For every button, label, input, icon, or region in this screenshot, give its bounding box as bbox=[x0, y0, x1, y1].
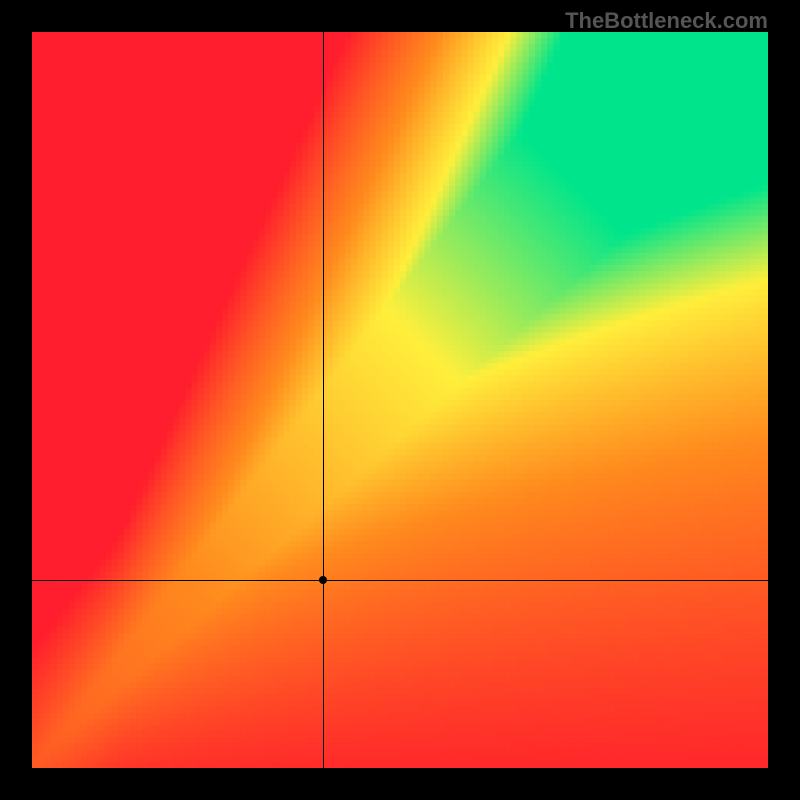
crosshair-horizontal bbox=[32, 580, 768, 581]
heatmap-canvas bbox=[32, 32, 768, 768]
crosshair-vertical bbox=[323, 32, 324, 768]
watermark-text: TheBottleneck.com bbox=[565, 8, 768, 34]
plot-area bbox=[32, 32, 768, 768]
data-point-marker bbox=[319, 576, 327, 584]
chart-container: TheBottleneck.com bbox=[0, 0, 800, 800]
